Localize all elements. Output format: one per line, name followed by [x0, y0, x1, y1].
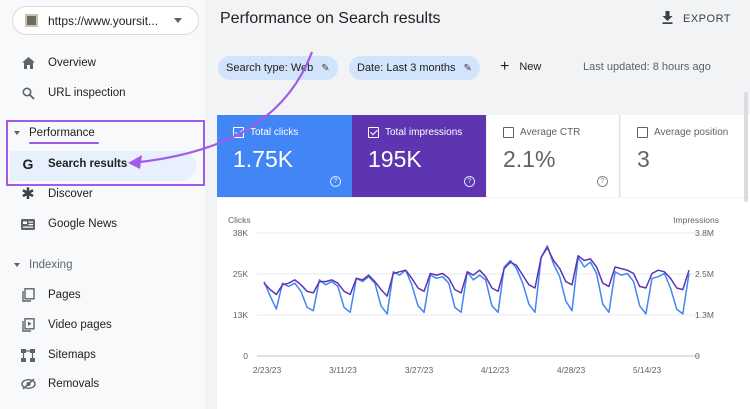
help-icon[interactable]: ? — [330, 176, 341, 187]
left-tick-label: 38K — [233, 228, 248, 238]
sidebar-item-search-results[interactable]: G Search results — [20, 153, 128, 175]
metric-label: Average position — [654, 127, 729, 138]
sidebar-item-google-news[interactable]: Google News — [20, 213, 117, 235]
sidebar-item-video-pages[interactable]: Video pages — [20, 314, 112, 336]
removals-icon — [20, 376, 36, 392]
property-selector[interactable]: https://www.yoursit... — [12, 6, 199, 35]
section-label: Performance — [29, 127, 95, 139]
search-type-chip[interactable]: Search type: Web ✎ — [218, 56, 338, 80]
help-icon[interactable]: ? — [597, 176, 608, 187]
series-line-impressions — [263, 246, 690, 297]
collapse-caret-icon — [14, 131, 20, 135]
sidebar-item-label: URL inspection — [48, 87, 126, 99]
sidebar-item-discover[interactable]: ✱ Discover — [20, 183, 93, 205]
section-label: Indexing — [29, 259, 73, 271]
pages-icon — [20, 287, 36, 303]
right-tick-label: 2.5M — [695, 269, 714, 279]
metric-value: 3 — [637, 146, 650, 172]
left-tick-label: 13K — [233, 310, 248, 320]
sidebar-item-label: Google News — [48, 218, 118, 230]
chip-label: Search type: Web — [226, 62, 314, 74]
x-tick-label: 4/28/23 — [557, 365, 586, 375]
checkbox-checked-icon[interactable] — [368, 127, 379, 138]
left-tick-label: 0 — [243, 351, 248, 361]
sidebar-item-label: Video pages — [48, 319, 112, 331]
news-icon — [20, 216, 36, 232]
x-tick-label: 3/27/23 — [405, 365, 434, 375]
left-tick-label: 25K — [233, 269, 248, 279]
right-tick-label: 1.3M — [695, 310, 714, 320]
section-performance[interactable]: Performance — [14, 127, 95, 139]
metric-label: Average CTR — [520, 127, 581, 138]
date-chip[interactable]: Date: Last 3 months ✎ — [349, 56, 480, 80]
sidebar-item-overview[interactable]: Overview — [20, 52, 96, 74]
sidebar-item-label: Sitemaps — [48, 349, 96, 361]
metric-card-total-clicks[interactable]: Total clicks 1.75K ? — [217, 115, 352, 197]
series-line-clicks — [263, 245, 690, 315]
export-button[interactable]: EXPORT — [662, 11, 731, 27]
sidebar-item-sitemaps[interactable]: Sitemaps — [20, 344, 96, 366]
chart-svg: Clicks Impressions 38K 3.8M 25K 2.5M 13K 1.3M 0 0… — [228, 215, 719, 375]
page-title: Performance on Search results — [220, 10, 441, 27]
sidebar-item-label: Removals — [48, 378, 100, 390]
sidebar-item-label: Discover — [48, 188, 93, 200]
google-g-icon: G — [22, 156, 34, 172]
home-icon — [20, 55, 36, 71]
sidebar-item-removals[interactable]: Removals — [20, 373, 99, 395]
property-url: https://www.yoursit... — [48, 13, 159, 28]
highlight-underline — [29, 142, 99, 144]
sitemap-icon — [20, 347, 36, 363]
new-filter-label: New — [519, 61, 542, 73]
metric-label: Total impressions — [385, 127, 463, 138]
metric-card-total-impressions[interactable]: Total impressions 195K ? — [352, 115, 486, 197]
export-label: EXPORT — [683, 13, 732, 25]
video-pages-icon — [20, 317, 36, 333]
scrollbar[interactable] — [744, 92, 748, 202]
help-icon[interactable]: ? — [464, 176, 475, 187]
metric-label: Total clicks — [250, 127, 299, 138]
checkbox-checked-icon[interactable] — [233, 127, 244, 138]
plus-icon: + — [500, 58, 510, 75]
site-favicon-icon — [25, 14, 38, 27]
sidebar: https://www.yoursit... Overview URL insp… — [0, 0, 205, 409]
checkbox-unchecked-icon[interactable] — [503, 127, 514, 138]
edit-pencil-icon: ✎ — [321, 62, 330, 74]
sidebar-item-url-inspection[interactable]: URL inspection — [20, 82, 126, 104]
metric-card-average-ctr[interactable]: Average CTR 2.1% ? — [487, 115, 620, 197]
chip-label: Date: Last 3 months — [357, 62, 456, 74]
right-axis-title: Impressions — [673, 215, 719, 225]
sidebar-item-label: Overview — [48, 57, 96, 69]
sidebar-item-label: Pages — [48, 289, 81, 301]
sidebar-item-pages[interactable]: Pages — [20, 284, 81, 306]
last-updated: Last updated: 8 hours ago — [583, 61, 711, 73]
x-tick-label: 5/14/23 — [633, 365, 662, 375]
edit-pencil-icon: ✎ — [463, 62, 472, 74]
metric-card-average-position[interactable]: Average position 3 — [621, 115, 750, 197]
metric-value: 195K — [368, 146, 422, 172]
right-tick-label: 0 — [695, 351, 700, 361]
search-icon — [20, 85, 36, 101]
metric-value: 1.75K — [233, 146, 294, 172]
metric-value: 2.1% — [503, 146, 556, 172]
x-tick-label: 2/23/23 — [253, 365, 282, 375]
x-tick-label: 4/12/23 — [481, 365, 510, 375]
x-tick-label: 3/11/23 — [329, 365, 357, 375]
chevron-down-icon — [174, 18, 182, 23]
performance-chart: Clicks Impressions 38K 3.8M 25K 2.5M 13K 1.3M 0 0… — [217, 198, 750, 409]
right-tick-label: 3.8M — [695, 228, 714, 238]
new-filter-button[interactable]: + New — [500, 58, 541, 76]
checkbox-unchecked-icon[interactable] — [637, 127, 648, 138]
collapse-caret-icon — [14, 263, 20, 267]
left-axis-title: Clicks — [228, 215, 251, 225]
download-icon — [662, 11, 673, 27]
asterisk-icon: ✱ — [21, 186, 35, 203]
sidebar-item-label: Search results — [48, 158, 128, 170]
section-indexing[interactable]: Indexing — [14, 259, 72, 271]
